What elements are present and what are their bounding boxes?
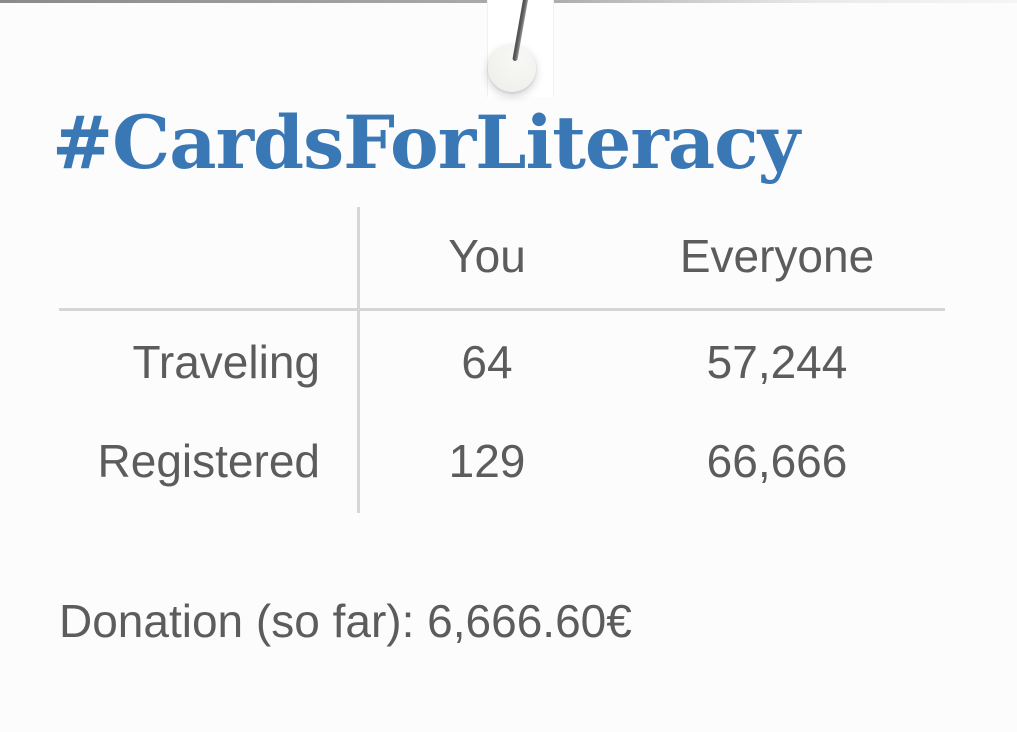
traveling-you-value: 64: [461, 336, 513, 388]
column-header-everyone: Everyone: [679, 230, 875, 282]
registered-everyone-value: 66,666: [706, 435, 848, 487]
pushpin-head-icon: [488, 44, 536, 92]
row-label-traveling: Traveling: [132, 336, 320, 388]
column-header-you: You: [448, 230, 526, 282]
table-vertical-divider: [357, 207, 360, 513]
traveling-everyone-value: 57,244: [706, 336, 848, 388]
registered-you-value: 129: [448, 435, 526, 487]
donation-text: Donation (so far): 6,666.60€: [59, 595, 632, 648]
table-horizontal-divider: [59, 308, 945, 311]
row-label-registered: Registered: [97, 435, 320, 487]
donation-label: Donation (so far):: [59, 595, 415, 647]
page-title: #CardsForLiteracy: [52, 100, 800, 186]
donation-amount: 6,666.60€: [427, 595, 632, 647]
